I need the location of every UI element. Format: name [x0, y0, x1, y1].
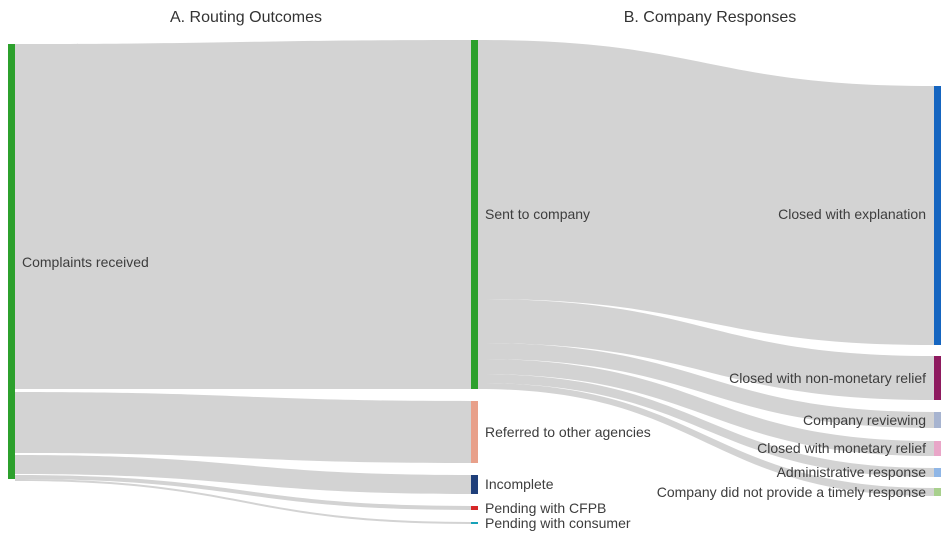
label-company-reviewing: Company reviewing — [803, 412, 926, 428]
node-bar-pending-consumer — [471, 522, 478, 524]
node-bar-administrative — [934, 468, 941, 477]
node-bar-closed-nonmonetary — [934, 356, 941, 400]
label-pending-with-cfpb: Pending with CFPB — [485, 500, 607, 516]
node-bar-referred — [471, 401, 478, 463]
panel-a-title: A. Routing Outcomes — [169, 9, 323, 26]
link-complaints-to-pending-consumer — [15, 479, 471, 524]
label-closed-with-monetary-relief: Closed with monetary relief — [757, 440, 926, 456]
label-pending-with-consumer: Pending with consumer — [485, 515, 631, 531]
label-sent-to-company: Sent to company — [485, 206, 591, 222]
link-complaints-to-referred — [15, 392, 471, 463]
label-closed-with-explanation: Closed with explanation — [778, 206, 926, 222]
link-sent-to-company-reviewing — [478, 343, 934, 428]
node-bar-pending-cfpb — [471, 506, 478, 510]
flow-links — [15, 40, 934, 524]
node-bar-incomplete — [471, 475, 478, 494]
node-bar-no-timely — [934, 488, 941, 496]
node-bar-sent-to-company — [471, 40, 478, 389]
link-sent-to-closed-nonmonetary — [478, 299, 934, 400]
link-sent-to-closed-explanation — [478, 40, 934, 345]
link-sent-to-closed-monetary — [478, 359, 934, 456]
label-incomplete: Incomplete — [485, 476, 554, 492]
panel-b-title: B. Company Responses — [623, 9, 797, 26]
link-sent-to-no-timely — [478, 383, 934, 496]
link-complaints-to-pending-cfpb — [15, 475, 471, 510]
label-complaints-received: Complaints received — [22, 254, 149, 270]
link-complaints-to-sent — [15, 40, 471, 389]
node-bars — [8, 40, 941, 524]
label-company-did-not-provide-timely-response: Company did not provide a timely respons… — [656, 484, 926, 500]
label-administrative-response: Administrative response — [776, 464, 926, 480]
node-bar-complaints-received — [8, 44, 15, 479]
link-sent-to-administrative — [478, 374, 934, 477]
node-bar-closed-explanation — [934, 86, 941, 345]
label-referred-to-other-agencies: Referred to other agencies — [485, 424, 651, 440]
link-complaints-to-incomplete — [15, 455, 471, 494]
label-closed-with-non-monetary-relief: Closed with non-monetary relief — [729, 370, 926, 386]
node-bar-company-reviewing — [934, 412, 941, 428]
node-bar-closed-monetary — [934, 441, 941, 456]
